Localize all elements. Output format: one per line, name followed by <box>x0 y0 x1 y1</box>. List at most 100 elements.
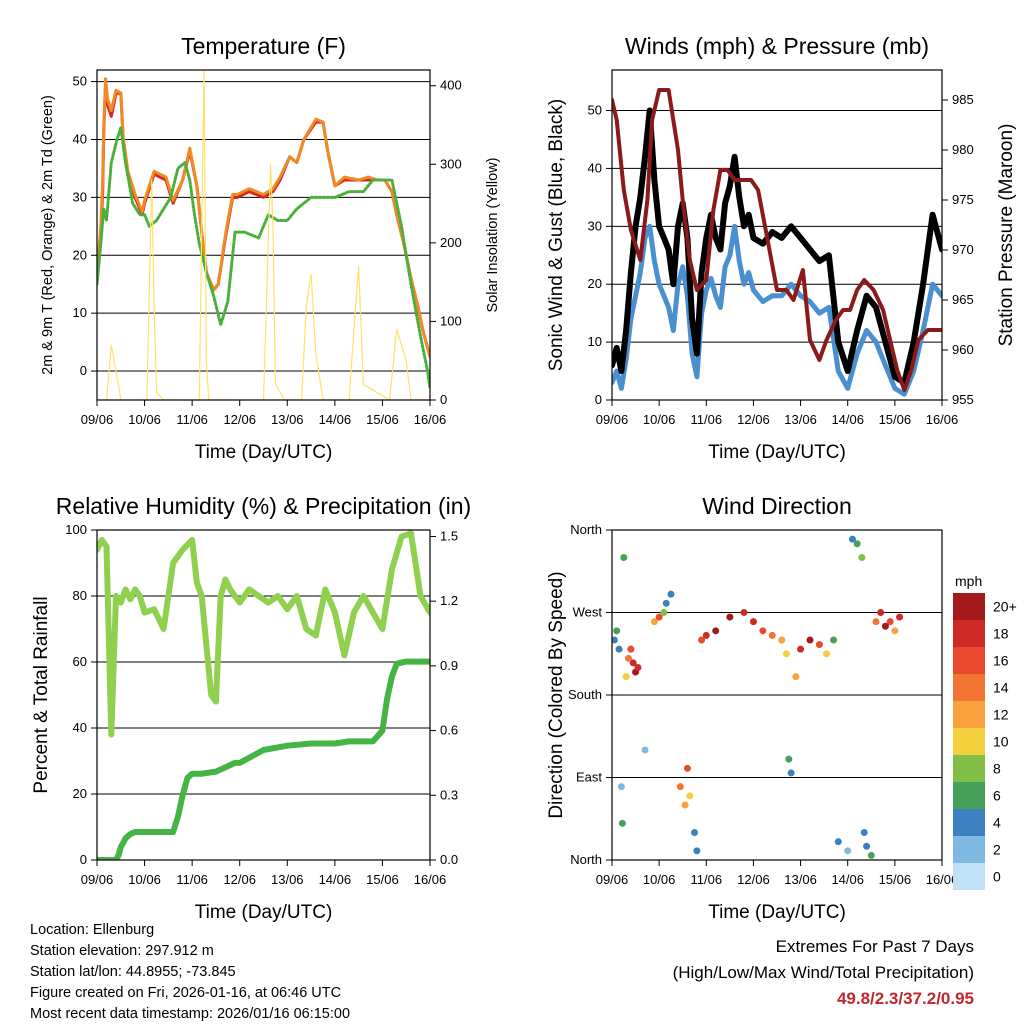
humidity-xtick-label: 09/06 <box>81 872 114 887</box>
humidity-panel: Relative Humidity (%) & Precipitation (i… <box>31 493 471 923</box>
winds-y2tick-label: 970 <box>952 242 974 257</box>
location-text: Location: Ellenburg <box>30 922 155 938</box>
humidity-frame <box>96 529 431 861</box>
temperature-y2tick-label: 100 <box>440 313 462 328</box>
direction-point <box>749 618 757 626</box>
temperature-y2tick-label: 0 <box>440 392 447 407</box>
humidity-ytick-label: 100 <box>65 522 87 537</box>
direction-point <box>806 636 814 644</box>
temperature-xtick-label: 13/06 <box>271 412 304 427</box>
humidity-ylabel: Percent & Total Rainfall <box>31 596 52 793</box>
winds-ytick-label: 50 <box>588 103 602 118</box>
temperature-xtick-label: 12/06 <box>223 412 256 427</box>
colorbar-label: 16 <box>993 653 1009 669</box>
temperature-ytick-label: 0 <box>80 363 87 378</box>
direction-point <box>683 764 691 772</box>
direction-panel: Wind Direction Time (Day/UTC) Direction (C… <box>546 493 1017 923</box>
winds-y2tick-label: 975 <box>952 192 974 207</box>
colorbar-label: 20+ <box>993 599 1017 615</box>
winds-xtick-label: 12/06 <box>737 412 770 427</box>
direction-point <box>797 645 805 653</box>
humidity-ytick-label: 80 <box>73 588 87 603</box>
direction-point <box>834 838 842 846</box>
humidity-xtick-label: 13/06 <box>271 872 304 887</box>
direction-point <box>886 618 894 626</box>
humidity-y2tick-label: 1.5 <box>440 528 458 543</box>
direction-point <box>768 631 776 639</box>
colorbar-swatch <box>953 701 985 728</box>
direction-point <box>863 842 871 850</box>
extremes-panel: Extremes For Past 7 Days (High/Low/Max W… <box>673 934 974 1012</box>
colorbar-swatch <box>953 809 985 836</box>
winds-ytick-label: 30 <box>588 218 602 233</box>
humidity-title: Relative Humidity (%) & Precipitation (i… <box>56 493 471 519</box>
colorbar-swatch <box>953 782 985 809</box>
direction-point <box>896 613 904 621</box>
temperature-ytick-label: 30 <box>73 189 87 204</box>
direction-xtick-label: 12/06 <box>737 872 770 887</box>
temperature-series-solar-insolation <box>97 70 430 400</box>
winds-y2tick-label: 960 <box>952 342 974 357</box>
timestamp-text: Most recent data timestamp: 2026/01/16 0… <box>30 1006 351 1022</box>
temperature-series-2m-td <box>97 126 430 390</box>
humidity-xtick-label: 12/06 <box>223 872 256 887</box>
direction-point <box>726 613 734 621</box>
direction-point <box>830 636 838 644</box>
direction-ytick-label: North <box>570 522 602 537</box>
direction-title: Wind Direction <box>702 493 852 519</box>
direction-point <box>618 819 626 827</box>
direction-point <box>740 609 748 616</box>
colorbar-label: 0 <box>993 869 1001 885</box>
temperature-xtick-label: 15/06 <box>366 412 399 427</box>
temperature-frame <box>96 69 431 401</box>
colorbar-swatch <box>953 620 985 647</box>
winds-series-station-pressure <box>612 88 942 392</box>
temperature-xtick-label: 14/06 <box>319 412 352 427</box>
humidity-y2tick-label: 1.2 <box>440 593 458 608</box>
direction-point <box>622 673 630 681</box>
humidity-series-relative-humidity <box>97 530 430 738</box>
direction-point <box>877 609 885 616</box>
winds-panel: Winds (mph) & Pressure (mb) Time (Day/UTC… <box>546 33 1017 463</box>
direction-point <box>853 540 861 548</box>
winds-title: Winds (mph) & Pressure (mb) <box>625 33 929 59</box>
winds-frame <box>611 69 943 401</box>
direction-point <box>667 590 675 598</box>
colorbar-swatch <box>953 647 985 674</box>
direction-plot-area <box>612 535 904 859</box>
humidity-plot-area <box>97 530 430 860</box>
direction-point <box>691 829 698 836</box>
direction-point <box>698 636 706 644</box>
humidity-y2tick-label: 0.0 <box>440 852 458 867</box>
colorbar-label: 6 <box>993 788 1001 804</box>
humidity-ytick-label: 0 <box>80 852 87 867</box>
humidity-xtick-label: 16/06 <box>414 872 447 887</box>
direction-point <box>872 618 880 626</box>
direction-point <box>634 664 642 671</box>
winds-y2tick-label: 955 <box>952 392 974 407</box>
direction-point <box>815 641 823 649</box>
colorbar-label: 4 <box>993 815 1001 831</box>
station-info: Location: Ellenburg Station elevation: 2… <box>30 920 350 1025</box>
direction-xtick-label: 13/06 <box>784 872 817 887</box>
direction-point <box>867 851 875 859</box>
winds-xtick-label: 11/06 <box>690 412 722 427</box>
direction-point <box>881 622 889 630</box>
colorbar-swatch <box>953 863 985 890</box>
extremes-subtitle: (High/Low/Max Wind/Total Precipitation) <box>672 963 974 982</box>
direction-xlabel: Time (Day/UTC) <box>708 902 846 923</box>
temperature-y2label: Solar Insolation (Yellow) <box>485 157 501 312</box>
winds-series-sonic-wind <box>612 223 942 397</box>
colorbar-swatch <box>953 593 985 620</box>
temperature-y2tick-label: 400 <box>440 78 462 93</box>
direction-ytick-label: North <box>570 852 602 867</box>
humidity-xtick-label: 14/06 <box>319 872 352 887</box>
colorbar-label: 14 <box>993 680 1009 696</box>
colorbar-label: 12 <box>993 707 1009 723</box>
winds-ytick-label: 10 <box>588 334 602 349</box>
latlon-text: Station lat/lon: 44.8955; -73.845 <box>30 964 236 980</box>
winds-ytick-label: 20 <box>588 276 602 291</box>
direction-point <box>782 650 790 658</box>
direction-ytick-label: South <box>568 687 602 702</box>
